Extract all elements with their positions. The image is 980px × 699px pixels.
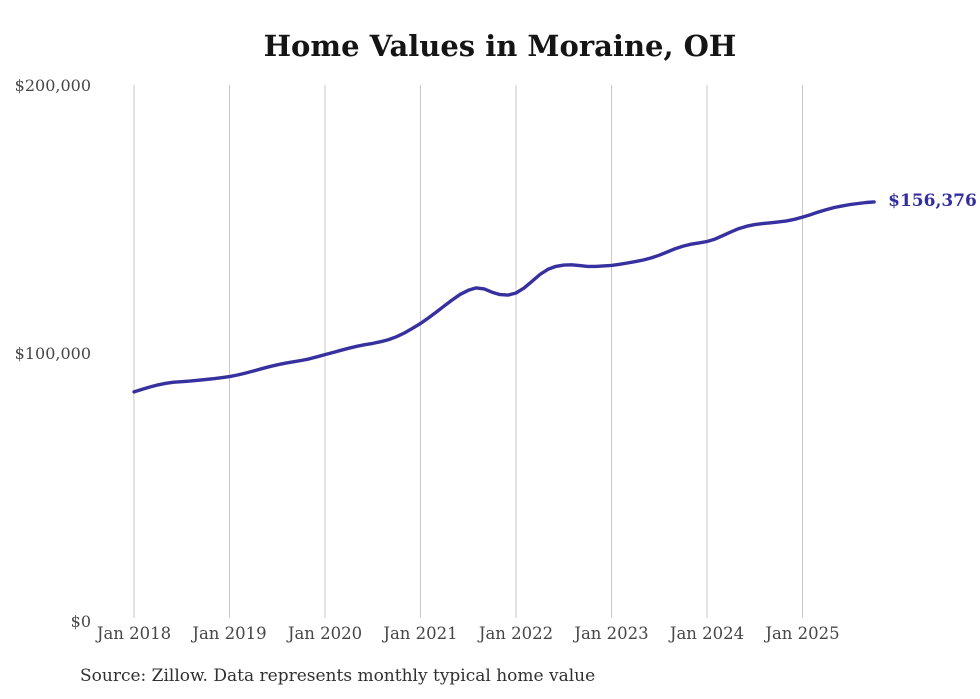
x-axis-tick-label: Jan 2021 <box>383 624 458 643</box>
x-axis-tick-label: Jan 2023 <box>574 624 649 643</box>
y-axis-tick-label: $0 <box>70 611 91 631</box>
y-axis-tick-label: $100,000 <box>14 343 91 363</box>
y-axis-tick-label: $200,000 <box>14 75 91 95</box>
x-axis-tick-label: Jan 2020 <box>287 624 363 643</box>
chart-title: Home Values in Moraine, OH <box>263 29 737 63</box>
x-axis-tick-label: Jan 2018 <box>96 624 172 643</box>
x-axis-tick-label: Jan 2025 <box>765 624 840 643</box>
x-axis-tick-label: Jan 2024 <box>669 624 745 643</box>
last-value-label: $156,376 <box>888 190 977 211</box>
x-axis-tick-label: Jan 2022 <box>478 624 554 643</box>
x-axis-tick-label: Jan 2019 <box>192 624 267 643</box>
source-note: Source: Zillow. Data represents monthly … <box>80 666 596 686</box>
value-line <box>132 200 876 394</box>
